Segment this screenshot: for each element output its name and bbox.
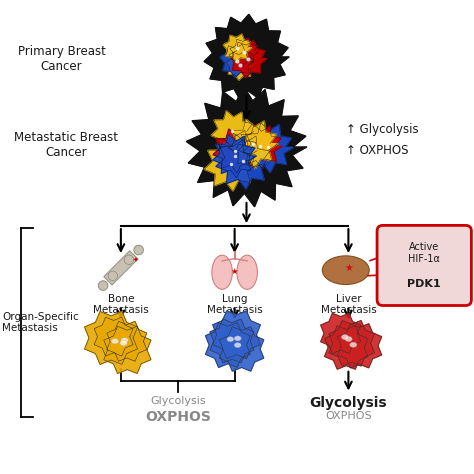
Polygon shape <box>337 324 382 368</box>
Ellipse shape <box>227 337 234 342</box>
Ellipse shape <box>350 342 357 347</box>
Polygon shape <box>104 326 151 374</box>
Circle shape <box>108 271 118 281</box>
Polygon shape <box>238 125 283 168</box>
Text: ★: ★ <box>231 267 238 275</box>
Ellipse shape <box>212 255 232 289</box>
Polygon shape <box>204 14 289 99</box>
Ellipse shape <box>234 336 241 341</box>
Text: OXPHOS: OXPHOS <box>325 411 372 421</box>
Polygon shape <box>186 87 307 207</box>
Polygon shape <box>94 317 133 356</box>
Polygon shape <box>230 38 258 66</box>
Polygon shape <box>228 119 278 169</box>
Polygon shape <box>107 321 147 361</box>
Polygon shape <box>213 129 257 173</box>
Polygon shape <box>213 135 256 178</box>
Ellipse shape <box>234 343 241 347</box>
Text: ★: ★ <box>344 263 353 273</box>
Polygon shape <box>325 326 368 369</box>
Polygon shape <box>211 111 254 153</box>
Circle shape <box>124 255 134 264</box>
Text: Primary Breast
Cancer: Primary Breast Cancer <box>18 45 106 73</box>
Circle shape <box>134 246 143 255</box>
Text: Organ-Specific
Metastasis: Organ-Specific Metastasis <box>2 311 79 333</box>
Circle shape <box>99 281 108 290</box>
Text: Glycolysis: Glycolysis <box>310 396 387 410</box>
Text: Active
HIF-1α: Active HIF-1α <box>408 242 440 264</box>
Ellipse shape <box>322 256 369 284</box>
Polygon shape <box>205 323 250 367</box>
Polygon shape <box>329 320 374 366</box>
Ellipse shape <box>237 255 257 289</box>
Polygon shape <box>104 251 138 285</box>
Polygon shape <box>321 313 361 354</box>
Text: Lung
Metastasis: Lung Metastasis <box>207 294 263 316</box>
Text: Liver
Metastasis: Liver Metastasis <box>320 294 376 316</box>
Ellipse shape <box>341 335 348 340</box>
Polygon shape <box>229 40 267 78</box>
Text: PDK1: PDK1 <box>408 279 441 289</box>
Polygon shape <box>220 44 254 78</box>
Ellipse shape <box>120 340 127 346</box>
Text: OXPHOS: OXPHOS <box>145 410 210 424</box>
Text: ✦: ✦ <box>133 256 139 263</box>
Ellipse shape <box>121 337 128 343</box>
Polygon shape <box>84 311 137 365</box>
Polygon shape <box>243 123 293 173</box>
Text: Metastatic Breast
Cancer: Metastatic Breast Cancer <box>14 130 118 159</box>
Polygon shape <box>213 311 260 359</box>
Polygon shape <box>219 327 264 371</box>
Text: Glycolysis: Glycolysis <box>150 396 206 406</box>
FancyBboxPatch shape <box>377 226 471 306</box>
Text: ↑ Glycolysis
↑ OXPHOS: ↑ Glycolysis ↑ OXPHOS <box>346 123 419 157</box>
Ellipse shape <box>111 338 118 344</box>
Polygon shape <box>216 134 272 189</box>
Polygon shape <box>223 34 252 62</box>
Ellipse shape <box>345 337 352 342</box>
Polygon shape <box>204 139 257 191</box>
Text: Bone
Metastasis: Bone Metastasis <box>93 294 149 316</box>
Polygon shape <box>210 319 254 363</box>
Polygon shape <box>226 51 255 80</box>
